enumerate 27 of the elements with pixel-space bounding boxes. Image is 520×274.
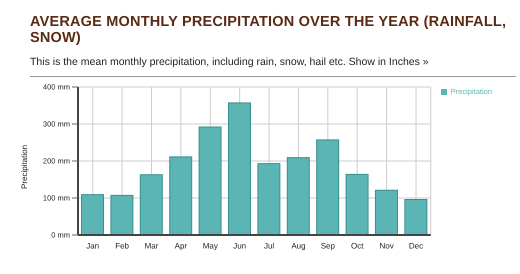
bar <box>169 156 192 235</box>
bar <box>257 163 280 235</box>
bar <box>81 194 104 235</box>
x-tick-label: Feb <box>115 242 130 251</box>
x-tick-label: May <box>202 242 218 251</box>
x-tick-label: Jun <box>233 242 246 251</box>
x-tick-label: Oct <box>351 242 364 251</box>
x-tick-label: Sep <box>320 242 336 251</box>
bar <box>286 157 310 235</box>
bar <box>228 102 251 235</box>
bar <box>316 139 340 235</box>
bar <box>198 126 222 235</box>
chart-title: AVERAGE MONTHLY PRECIPITATION OVER THE YEAR (RAINFALL, SNOW) <box>29 13 508 46</box>
bar <box>140 174 163 235</box>
x-tick-label: Apr <box>174 242 188 251</box>
bar <box>374 190 398 235</box>
x-tick-label: Aug <box>291 242 306 251</box>
x-tick-label: Jul <box>264 242 274 251</box>
x-tick-label: Jan <box>86 242 100 251</box>
bar <box>404 198 428 235</box>
x-tick-label: Mar <box>144 242 159 251</box>
y-axis-title: Precipitation <box>20 144 29 189</box>
bar <box>346 174 369 235</box>
x-tick-label: Dec <box>408 242 424 251</box>
bar <box>110 194 134 235</box>
chart-subtitle: This is the mean monthly precipitation, including rain, snow, hail etc. Show in Inches » <box>29 55 430 68</box>
x-tick-label: Nov <box>380 242 394 251</box>
